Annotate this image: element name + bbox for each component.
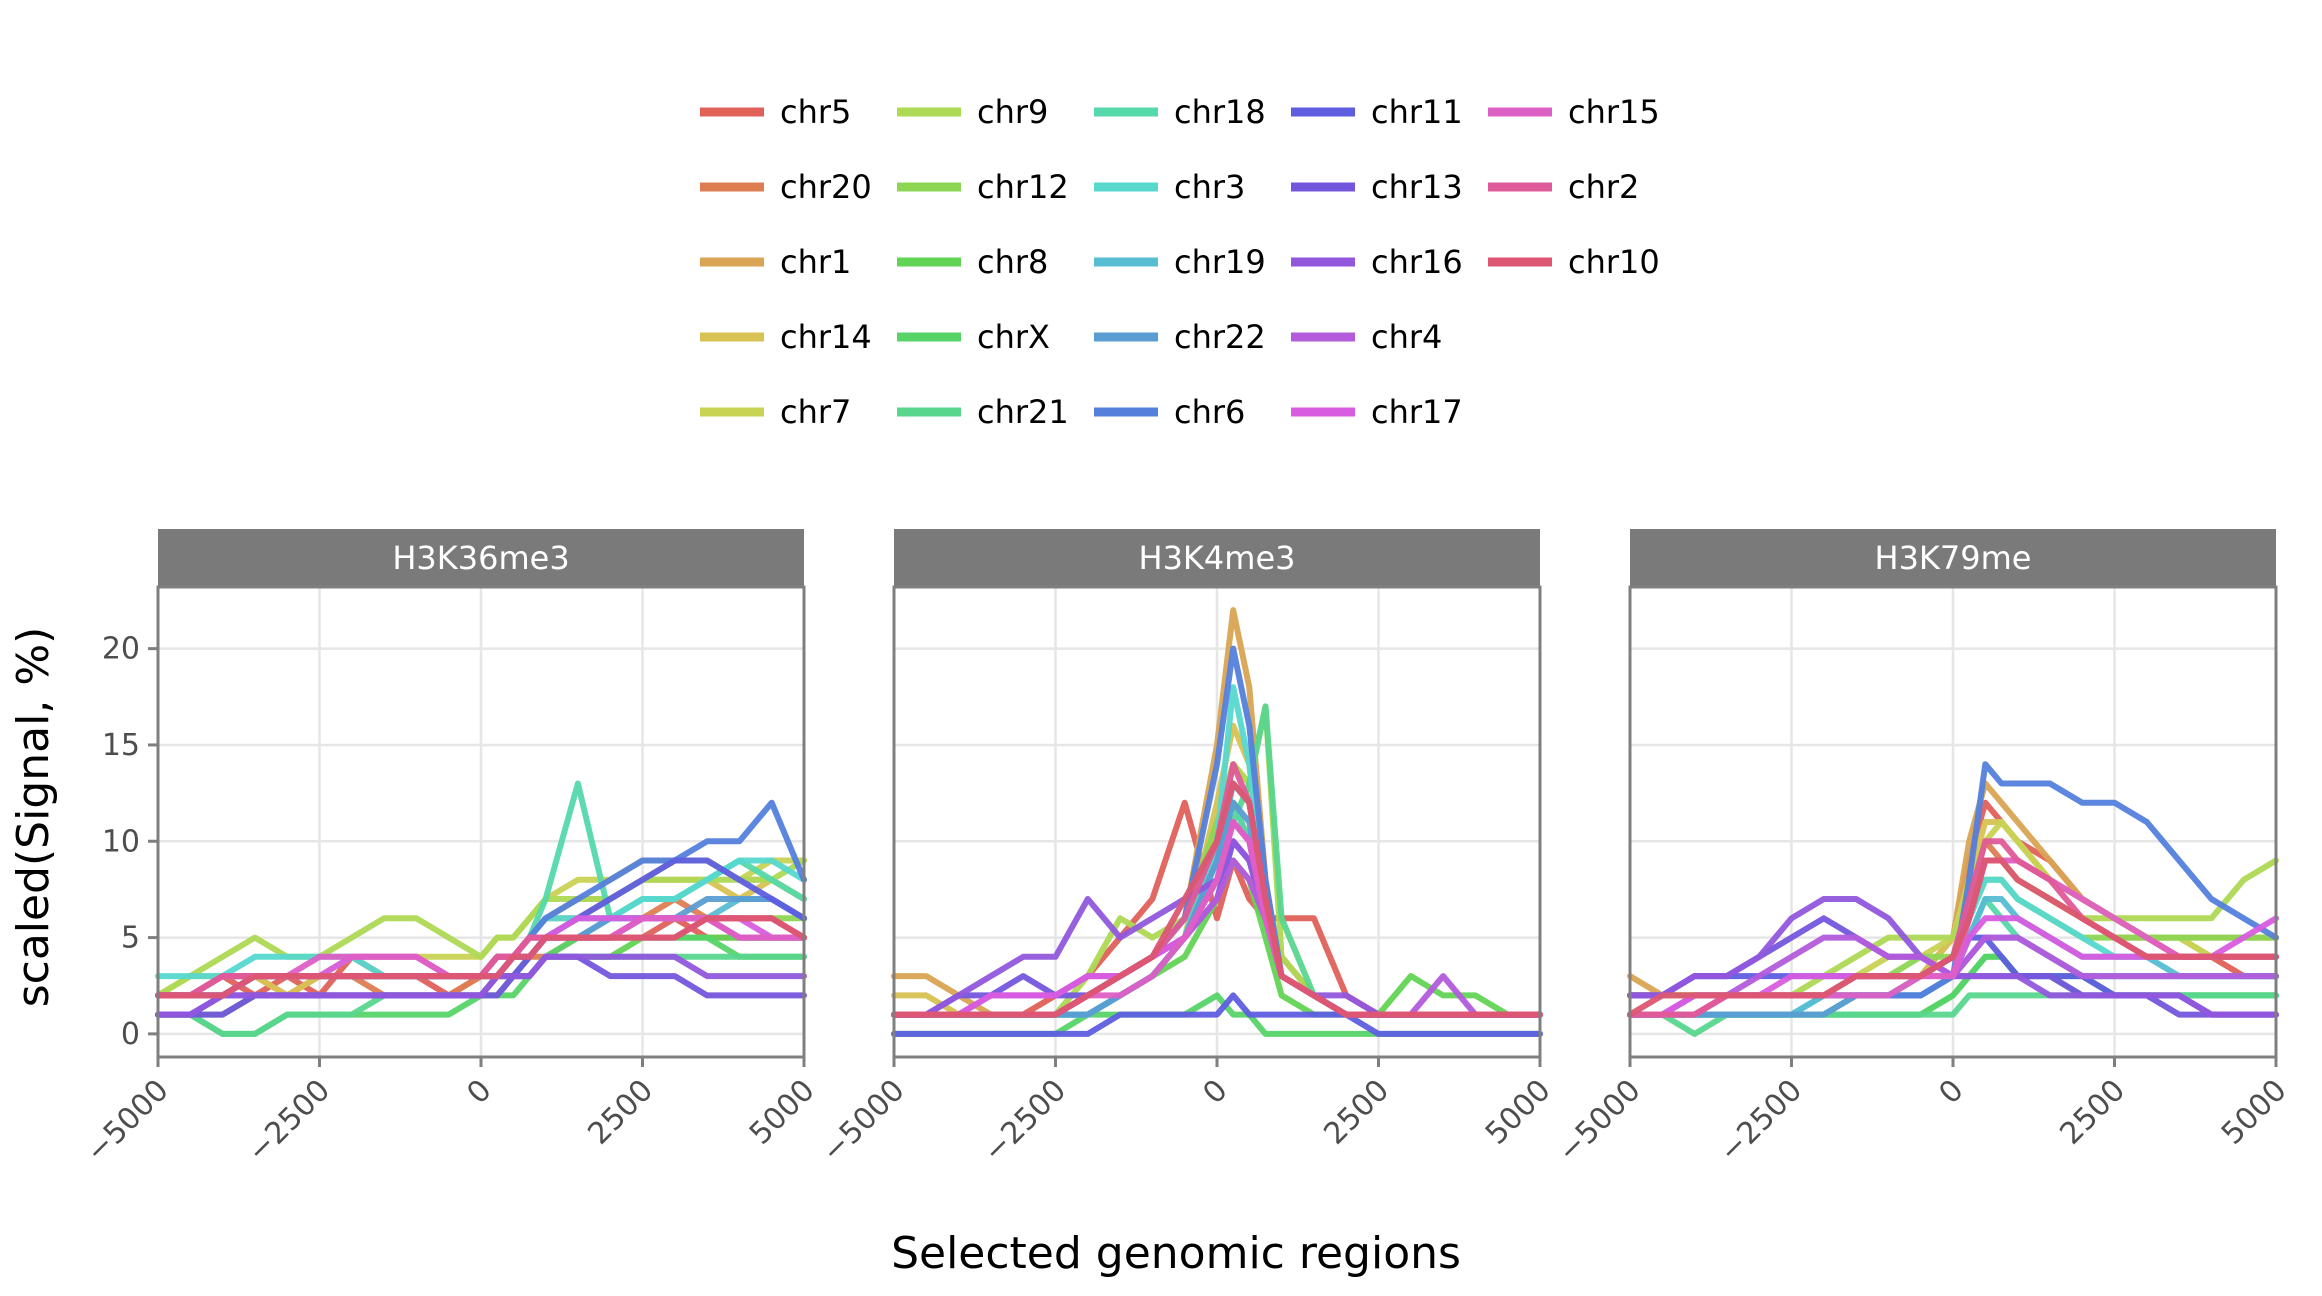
series-line-chr4	[1627, 934, 2279, 1018]
facet-strip	[894, 529, 1540, 587]
y-tick-label: 5	[121, 921, 140, 956]
legend-label: chr13	[1371, 168, 1463, 206]
legend-label: chr2	[1568, 168, 1639, 206]
x-axis-title: Selected genomic regions	[891, 1228, 1461, 1279]
facet-panel: H3K79me−5000 −2500 0 2500 5000	[1551, 529, 2294, 1169]
series-line-chr10	[891, 780, 1543, 1018]
legend-item: chr13	[1291, 168, 1463, 206]
legend-label: chr16	[1371, 243, 1463, 281]
legend-label: chr3	[1174, 168, 1245, 206]
legend-item: chrX	[897, 318, 1050, 356]
y-tick-label: 20	[102, 632, 140, 667]
legend-label: chr9	[977, 93, 1048, 131]
legend-label: chr4	[1371, 318, 1442, 356]
series-line-chr11	[891, 992, 1543, 1037]
legend-item: chr12	[897, 168, 1069, 206]
legend-label: chr11	[1371, 93, 1463, 131]
facet-strip-label: H3K4me3	[1139, 539, 1296, 577]
legend-label: chr1	[780, 243, 851, 281]
series-lines	[891, 607, 1543, 1037]
legend-label: chr10	[1568, 243, 1660, 281]
legend-label: chr8	[977, 243, 1048, 281]
series-line-chr9	[155, 857, 807, 999]
legend-item: chr7	[700, 393, 851, 431]
facet-strip	[1630, 529, 2276, 587]
series-lines	[1627, 761, 2279, 1037]
legend-item: chr6	[1094, 393, 1245, 431]
legend-item: chr10	[1488, 243, 1660, 281]
legend-item: chr5	[700, 93, 851, 131]
legend-item: chr1	[700, 243, 851, 281]
legend: chr5 chr20 chr1 chr14 chr7 chr9 chr12 chr8 chrX c…	[700, 93, 1660, 431]
series-line-chr10	[155, 915, 807, 999]
legend-item: chr15	[1488, 93, 1660, 131]
legend-label: chr12	[977, 168, 1069, 206]
legend-item: chr20	[700, 168, 872, 206]
legend-item: chr21	[897, 393, 1069, 431]
facet-strip-label: H3K79me	[1875, 539, 2032, 577]
legend-item: chr19	[1094, 243, 1266, 281]
series-line-chr10	[1627, 857, 2279, 1018]
y-tick-label: 10	[102, 824, 140, 859]
legend-label: chr21	[977, 393, 1069, 431]
legend-label: chr5	[780, 93, 851, 131]
y-tick-label: 0	[121, 1017, 140, 1052]
legend-item: chr9	[897, 93, 1048, 131]
y-tick-label: 15	[102, 728, 140, 763]
legend-label: chr14	[780, 318, 872, 356]
legend-item: chr16	[1291, 243, 1463, 281]
facet-panels: H3K36me3−5000 −2500 0 2500 500005101520H3K4m…	[79, 529, 2294, 1169]
series-line-chr16	[1627, 896, 2279, 1018]
facet-strip-label: H3K36me3	[392, 539, 569, 577]
legend-label: chr7	[780, 393, 851, 431]
legend-label: chrX	[977, 318, 1050, 356]
legend-label: chr18	[1174, 93, 1266, 131]
legend-label: chr17	[1371, 393, 1463, 431]
series-lines	[155, 780, 807, 1037]
legend-label: chr6	[1174, 393, 1245, 431]
legend-item: chr22	[1094, 318, 1266, 356]
legend-item: chr3	[1094, 168, 1245, 206]
legend-label: chr22	[1174, 318, 1266, 356]
legend-item: chr4	[1291, 318, 1442, 356]
legend-item: chr14	[700, 318, 872, 356]
legend-item: chr11	[1291, 93, 1463, 131]
legend-item: chr17	[1291, 393, 1463, 431]
legend-label: chr15	[1568, 93, 1660, 131]
legend-item: chr8	[897, 243, 1048, 281]
legend-label: chr20	[780, 168, 872, 206]
y-axis-title: scaled(Signal, %)	[8, 627, 59, 1008]
legend-label: chr19	[1174, 243, 1266, 281]
legend-item: chr2	[1488, 168, 1639, 206]
legend-item: chr18	[1094, 93, 1266, 131]
facet-strip	[158, 529, 804, 587]
